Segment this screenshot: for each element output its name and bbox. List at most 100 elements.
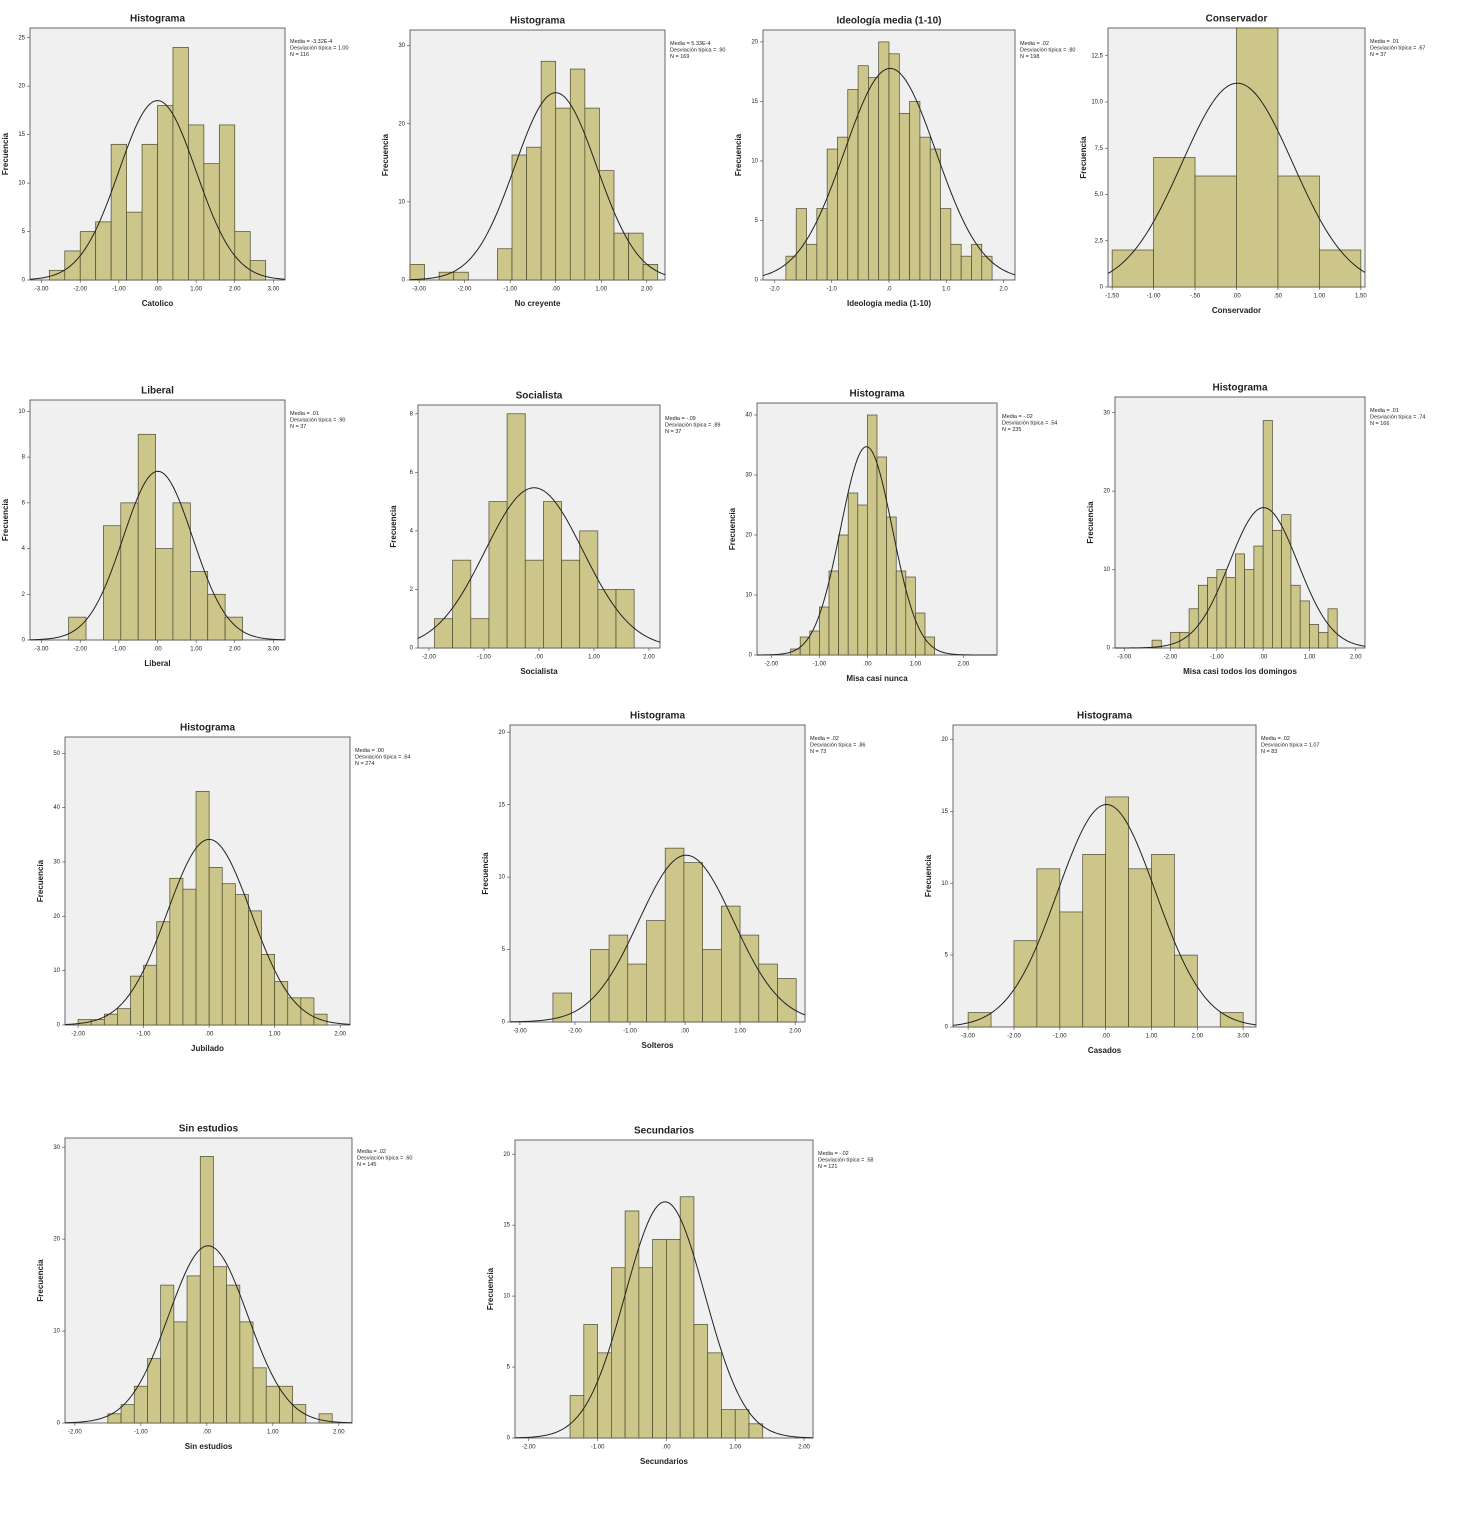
x-tick-label: -2.00	[68, 1430, 82, 1436]
bar	[555, 107, 571, 281]
x-tick-label: -2.00	[71, 1032, 85, 1038]
bar	[569, 68, 586, 281]
y-axis-label: Frecuencia	[36, 859, 45, 902]
y-tick-label: 40	[53, 805, 60, 811]
x-tick-label: 2.00	[229, 287, 241, 293]
x-tick-label: 1.00	[190, 647, 202, 653]
bar	[1318, 631, 1329, 649]
histogram-chart: Histograma Catolico Frecuencia -3.00 -2.00 -1…	[1, 14, 348, 308]
stats-text: Desviación típica = 1.07	[1261, 743, 1320, 749]
bar	[199, 1156, 214, 1424]
bar	[584, 107, 600, 281]
bar	[819, 606, 830, 656]
bar	[252, 1367, 267, 1424]
x-tick-label: 2.00	[641, 287, 653, 293]
y-tick-label: 0	[410, 646, 414, 652]
stats-text: N = 37	[290, 424, 306, 430]
bar	[1151, 854, 1175, 1028]
x-tick-label: -3.00	[961, 1034, 975, 1040]
stats-text: N = 121	[818, 1164, 837, 1170]
y-axis-label: Frecuencia	[1, 498, 10, 541]
y-tick-label: 0	[749, 653, 753, 659]
y-tick-label: 0	[57, 1421, 61, 1427]
x-tick-label: 1.00	[1304, 655, 1316, 661]
y-tick-label: 6	[410, 470, 414, 476]
y-tick-label: 2	[22, 592, 26, 598]
stats-text: Media = .01	[1370, 39, 1399, 45]
bar	[748, 1423, 764, 1439]
bar	[1207, 577, 1218, 649]
bar	[590, 949, 610, 1023]
y-tick-label: 10	[18, 409, 25, 415]
bar	[597, 589, 617, 649]
bar	[960, 255, 972, 281]
bar	[857, 504, 868, 656]
y-tick-label: 30	[53, 1145, 60, 1151]
x-tick-label: 1.00	[1146, 1034, 1158, 1040]
histogram-chart: Secundarios Secundarios Frecuencia -2.00 -1.…	[486, 1126, 873, 1466]
bar	[90, 1019, 105, 1026]
y-tick-label: 20	[498, 730, 505, 736]
bar	[540, 60, 557, 281]
bar	[1128, 868, 1152, 1028]
chart-title: Histograma	[630, 711, 685, 722]
bar	[64, 250, 81, 281]
y-tick-label: 10	[53, 1329, 60, 1335]
chart-title: Socialista	[516, 391, 563, 402]
normal-curve	[409, 92, 666, 281]
bar	[1272, 529, 1283, 649]
bar	[234, 894, 249, 1026]
chart-title: Histograma	[130, 14, 185, 25]
y-tick-label: 0	[22, 638, 26, 644]
x-tick-label: 1.00	[729, 1445, 741, 1451]
y-tick-label: 10	[18, 181, 25, 187]
y-axis-label: Frecuencia	[381, 133, 390, 176]
x-tick-label: -2.00	[458, 287, 472, 293]
y-tick-label: 0	[22, 278, 26, 284]
x-tick-label: -1.00	[134, 1430, 148, 1436]
bar	[117, 1008, 131, 1026]
chart-title: Secundarios	[634, 1126, 694, 1137]
y-tick-label: 5,0	[1095, 192, 1104, 198]
x-tick-label: 2.00	[789, 1029, 801, 1035]
normal-curve	[64, 838, 351, 1025]
bar	[950, 243, 962, 281]
x-tick-label: 2.00	[229, 647, 241, 653]
histogram-chart: Histograma Solteros Frecuencia -3.00 -2.00 -1…	[481, 711, 865, 1050]
bar	[221, 883, 236, 1026]
bar	[1170, 631, 1181, 649]
normal-curve	[762, 67, 1016, 276]
bar	[583, 1324, 598, 1439]
bar	[721, 1409, 736, 1439]
normal-curve	[29, 470, 286, 641]
bar	[524, 559, 544, 649]
x-tick-label: 3.00	[268, 647, 280, 653]
x-tick-label: -2.00	[73, 287, 87, 293]
x-tick-label: 2.00	[1191, 1034, 1203, 1040]
y-tick-label: 2	[410, 587, 414, 593]
y-tick-label: 20	[745, 533, 752, 539]
x-tick-label: 2.00	[958, 662, 970, 668]
bar	[828, 570, 839, 656]
bar	[1153, 157, 1196, 288]
y-tick-label: 12,5	[1091, 53, 1103, 59]
bar	[188, 124, 205, 281]
stats-text: N = 37	[665, 429, 681, 435]
bar	[224, 616, 243, 641]
x-tick-label: -2.00	[522, 1445, 536, 1451]
y-tick-label: 10	[503, 1294, 510, 1300]
y-tick-label: 15	[941, 809, 948, 815]
bar	[497, 248, 513, 281]
bar	[453, 271, 469, 281]
bar	[847, 492, 859, 656]
y-axis-label: Frecuencia	[734, 133, 743, 176]
y-tick-label: 30	[1103, 410, 1110, 416]
stats-text: Media = .02	[1261, 736, 1290, 742]
y-tick-label: 25	[18, 35, 25, 41]
y-tick-label: 0	[502, 1020, 506, 1026]
bar	[734, 1409, 750, 1439]
stats-text: Media = .02	[810, 736, 839, 742]
y-tick-label: 10	[751, 159, 758, 165]
x-tick-label: .00	[153, 647, 162, 653]
bar	[806, 243, 818, 281]
